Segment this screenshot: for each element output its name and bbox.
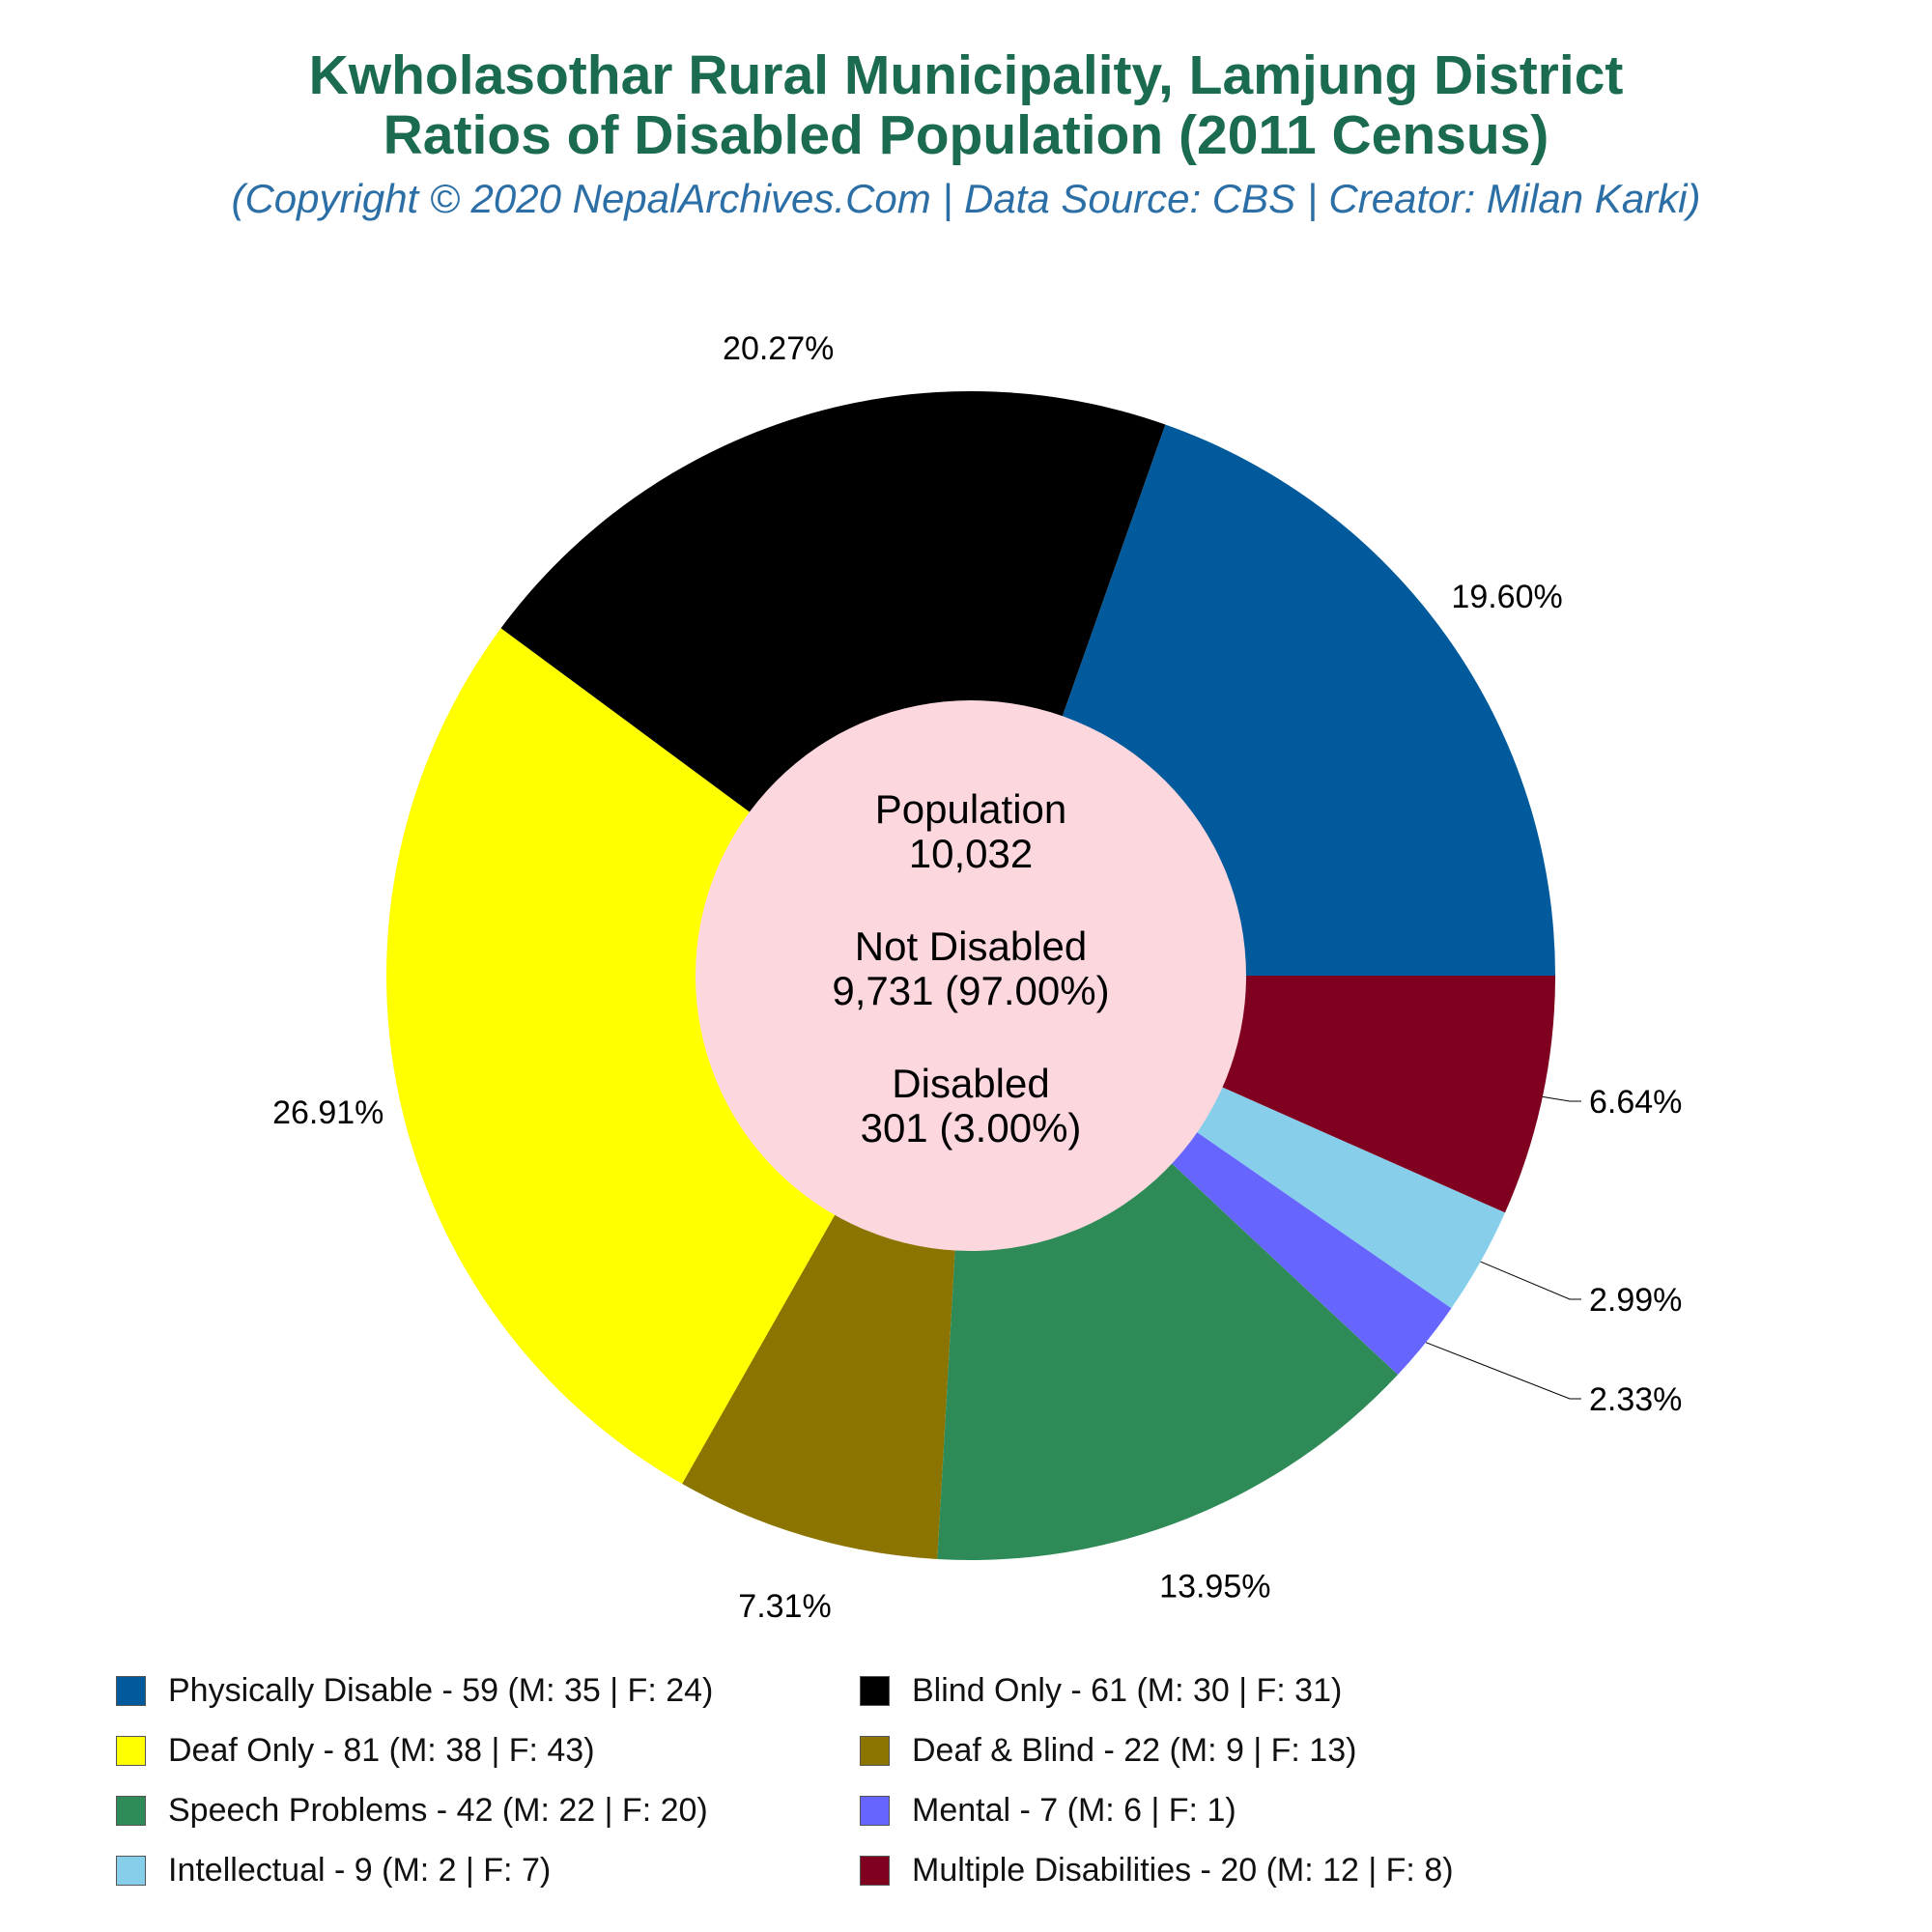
leader-line-intellectual [1480,1261,1581,1300]
legend-swatch [860,1795,890,1826]
legend-item: Deaf Only - 81 (M: 38 | F: 43) [116,1729,595,1772]
center-not-disabled-value: 9,731 (97.00%) [832,968,1109,1013]
pie-slice-deaf-only [386,628,972,1485]
center-population-value: 10,032 [909,831,1033,876]
donut-chart: 19.60% 20.27% 26.91% 7.31% 13.95% 2.33% 2.99% 6… [272,330,1682,1625]
leader-line-multiple-disabilities [1542,1095,1581,1102]
legend-swatch [860,1855,890,1886]
legend-swatch [116,1795,146,1826]
legend-swatch [860,1675,890,1706]
center-disabled-label: Disabled [892,1061,1049,1106]
pct-label-deaf-blind: 7.31% [738,1588,831,1625]
leader-line-mental [1425,1342,1581,1400]
legend-label: Deaf & Blind - 22 (M: 9 | F: 13) [912,1731,1357,1769]
legend-swatch [116,1855,146,1886]
pct-label-intellectual: 2.99% [1589,1282,1682,1319]
legend-swatch [116,1675,146,1706]
legend-item: Blind Only - 61 (M: 30 | F: 31) [860,1669,1342,1712]
legend-label: Intellectual - 9 (M: 2 | F: 7) [168,1851,552,1889]
legend-item: Speech Problems - 42 (M: 22 | F: 20) [116,1789,708,1832]
pct-label-speech-problems: 13.95% [1159,1568,1270,1605]
legend-item: Deaf & Blind - 22 (M: 9 | F: 13) [860,1729,1356,1772]
center-population-label: Population [875,786,1067,832]
chart-title-line2: Ratios of Disabled Population (2011 Cens… [383,104,1549,166]
legend-item: Multiple Disabilities - 20 (M: 12 | F: 8… [860,1849,1454,1891]
legend-item: Mental - 7 (M: 6 | F: 1) [860,1789,1236,1832]
legend-label: Blind Only - 61 (M: 30 | F: 31) [912,1671,1343,1709]
legend-swatch [860,1735,890,1766]
chart-subtitle: (Copyright © 2020 NepalArchives.Com | Da… [231,176,1701,221]
pct-label-multiple-disabilities: 6.64% [1589,1084,1682,1121]
pct-label-physically-disable: 19.60% [1451,579,1562,615]
center-circle [696,700,1246,1251]
legend-label: Deaf Only - 81 (M: 38 | F: 43) [168,1731,595,1769]
legend-label: Physically Disable - 59 (M: 35 | F: 24) [168,1671,714,1709]
legend-item: Intellectual - 9 (M: 2 | F: 7) [116,1849,551,1891]
legend-item: Physically Disable - 59 (M: 35 | F: 24) [116,1669,713,1712]
chart-title-line1: Kwholasothar Rural Municipality, Lamjung… [308,44,1624,106]
legend-label: Multiple Disabilities - 20 (M: 12 | F: 8… [912,1851,1454,1889]
legend-label: Mental - 7 (M: 6 | F: 1) [912,1791,1236,1829]
center-not-disabled-label: Not Disabled [855,923,1087,969]
legend-swatch [116,1735,146,1766]
pct-label-blind-only: 20.27% [723,330,834,367]
pct-label-mental: 2.33% [1589,1381,1682,1418]
center-disabled-value: 301 (3.00%) [861,1105,1082,1151]
pct-label-deaf-only: 26.91% [272,1094,384,1131]
legend-label: Speech Problems - 42 (M: 22 | F: 20) [168,1791,708,1829]
